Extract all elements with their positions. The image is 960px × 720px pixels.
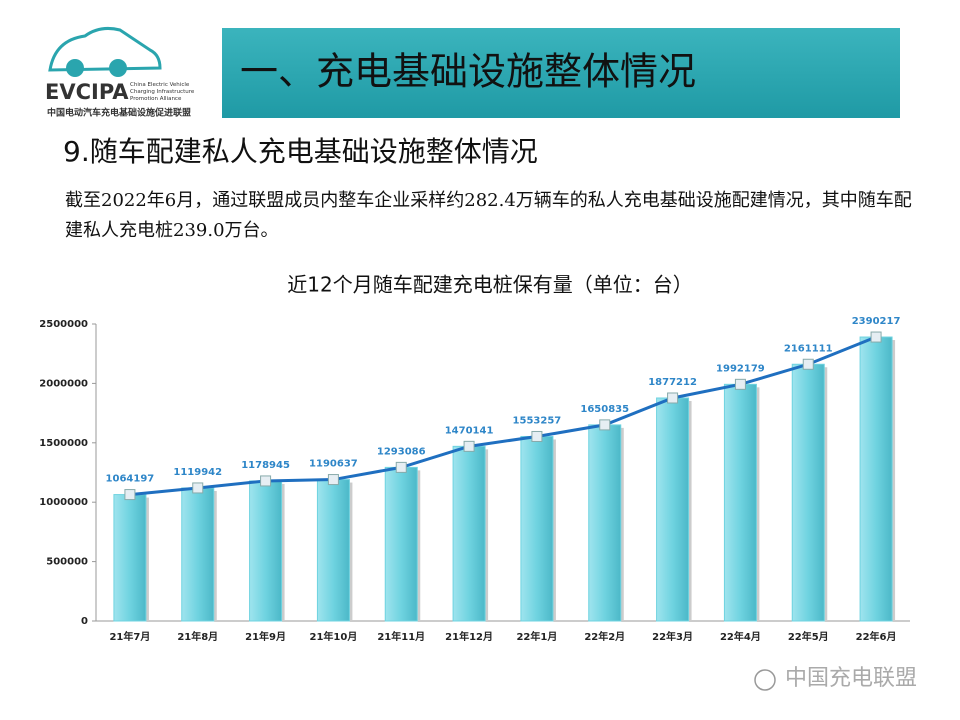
bar <box>452 445 486 622</box>
line-marker <box>260 475 272 487</box>
x-tick-label: 22年2月 <box>584 630 625 643</box>
line-marker <box>192 482 204 494</box>
x-tick-label: 22年4月 <box>720 630 761 643</box>
logo-abbr: EVCIPA <box>45 80 129 104</box>
line-marker <box>327 474 339 486</box>
logo-wheel <box>109 59 127 77</box>
y-tick-label: 1500000 <box>39 438 88 449</box>
value-label: 1650835 <box>580 404 629 415</box>
header-title: 一、充电基础设施整体情况 <box>240 50 696 94</box>
value-label: 1992179 <box>716 363 765 374</box>
x-tick-label: 21年10月 <box>309 630 357 643</box>
logo-car <box>48 27 162 72</box>
logo-english-box: China Electric Vehicle Charging Infrastr… <box>130 82 195 102</box>
line-marker <box>463 440 475 452</box>
logo: EVCIPA China Electric Vehicle Charging I… <box>45 27 195 119</box>
plot: 0 500000 1000000 1500000 2000000 2500000 21年7月… <box>39 316 910 643</box>
header-bar <box>222 28 900 118</box>
value-label: 1064197 <box>106 474 155 485</box>
logo-wheel <box>66 59 84 77</box>
y-tick-label: 500000 <box>46 557 88 568</box>
value-label: 1178945 <box>241 460 290 471</box>
x-tick-label: 22年1月 <box>516 630 557 643</box>
subtitle: 9.随车配建私人充电基础设施整体情况 <box>63 135 538 168</box>
line-marker <box>870 331 882 343</box>
logo-chinese: 中国电动汽车充电基础设施促进联盟 <box>47 107 191 119</box>
line-marker <box>667 392 679 404</box>
line <box>129 335 877 497</box>
line-marker <box>734 378 746 390</box>
y-tick-label: 2500000 <box>39 319 88 330</box>
bar <box>791 363 825 622</box>
line-marker <box>531 430 543 442</box>
x-tick-label: 21年11月 <box>377 630 425 643</box>
value-label: 1190637 <box>309 459 358 470</box>
chart-title: 近12个月随车配建充电桩保有量（单位：台） <box>287 273 692 297</box>
line-marker <box>124 489 136 501</box>
bar <box>588 424 622 622</box>
logo-english: China Electric Vehicle Charging Infrastr… <box>130 82 195 102</box>
bar <box>384 466 418 622</box>
x-tick-label: 22年5月 <box>788 630 829 643</box>
x-tick-label: 22年3月 <box>652 630 693 643</box>
value-label: 1553257 <box>513 415 562 426</box>
value-label: 1877212 <box>648 377 697 388</box>
x-tick-label: 21年12月 <box>445 630 493 643</box>
y-tick-label: 1000000 <box>39 497 88 508</box>
bar <box>181 487 215 622</box>
bar <box>249 480 283 622</box>
bar <box>723 383 757 622</box>
x-tick-label: 21年8月 <box>177 630 218 643</box>
value-label: 1119942 <box>173 467 222 478</box>
bar <box>316 479 350 622</box>
watermark-icon <box>754 669 776 691</box>
line-marker <box>395 461 407 473</box>
y-tick-label: 0 <box>81 616 88 627</box>
line-marker <box>599 419 611 431</box>
value-label: 2161111 <box>784 343 833 354</box>
bar <box>859 336 893 622</box>
bar <box>656 397 690 622</box>
value-label: 2390217 <box>852 316 901 327</box>
value-label: 1470141 <box>445 425 494 436</box>
line-marker <box>802 358 814 370</box>
x-tick-label: 22年6月 <box>856 630 897 643</box>
y-tick-label: 2000000 <box>39 378 88 389</box>
x-tick-label: 21年7月 <box>109 630 150 643</box>
x-tick-label: 21年9月 <box>245 630 286 643</box>
bar <box>520 435 554 622</box>
bar <box>113 494 147 622</box>
value-label: 1293086 <box>377 446 426 457</box>
paragraph: 截至2022年6月，通过联盟成员内整车企业采样约282.4万辆车的私人充电基础设… <box>65 190 912 241</box>
watermark: 中国充电联盟 <box>785 666 917 691</box>
